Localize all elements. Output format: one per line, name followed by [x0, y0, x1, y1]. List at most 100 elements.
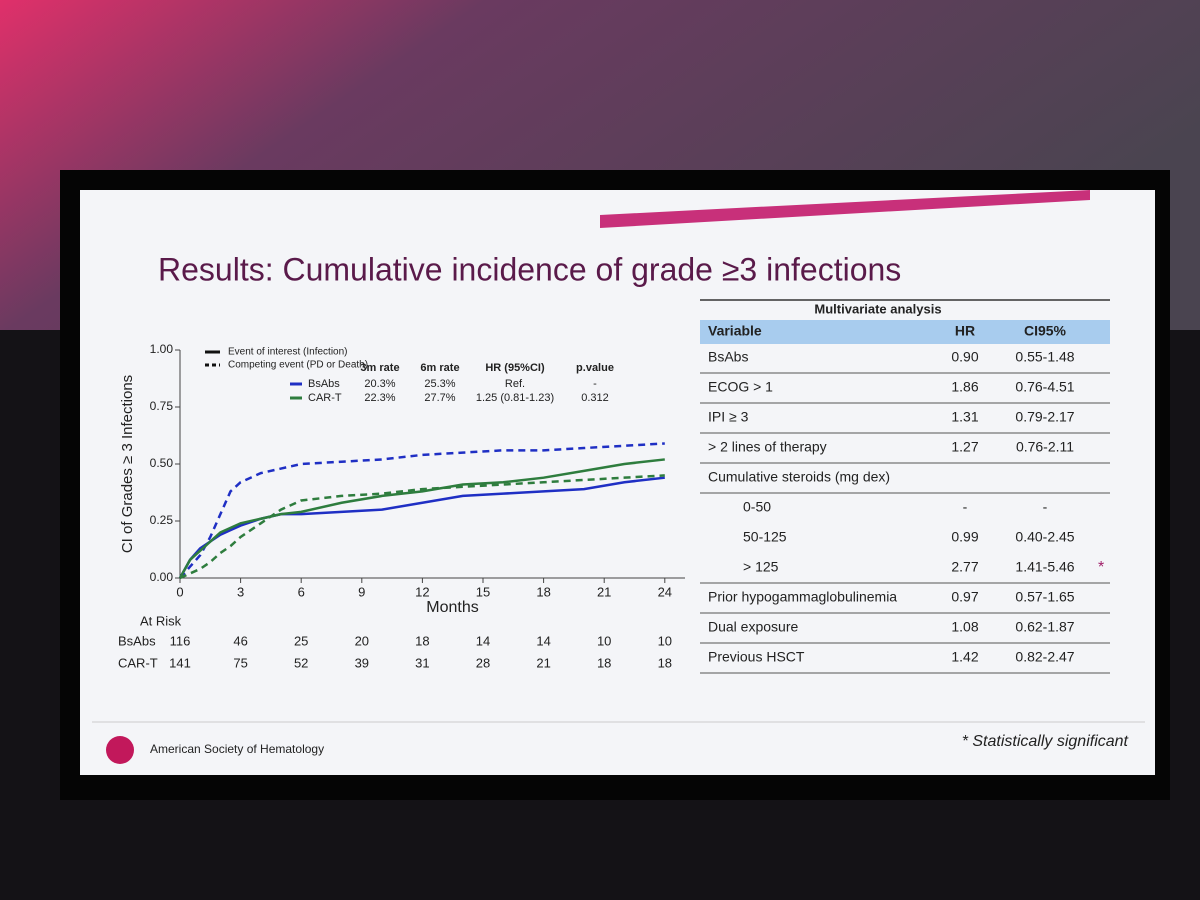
table-cell: Previous HSCT [708, 649, 805, 665]
at-risk-count: 18 [415, 633, 429, 648]
at-risk-count: 18 [658, 655, 672, 670]
y-tick-label: 0.75 [150, 399, 174, 413]
table-cell: 0.76-4.51 [1015, 379, 1074, 395]
legend-style-label: Competing event (PD or Death) [228, 360, 368, 371]
table-cell: 0.82-2.47 [1015, 649, 1074, 665]
table-cell: - [963, 499, 968, 515]
at-risk-count: 75 [233, 655, 247, 670]
table-cell: 2.77 [951, 559, 978, 575]
at-risk-count: 141 [169, 655, 191, 670]
x-axis-label: Months [426, 599, 478, 616]
table-cell: IPI ≥ 3 [708, 409, 749, 425]
at-risk-count: 20 [355, 633, 369, 648]
legend-style-label: Event of interest (Infection) [228, 347, 348, 358]
table-header-cell: HR [955, 323, 975, 339]
table-cell: Prior hypogammaglobulinemia [708, 589, 897, 605]
table-flag: * [1098, 559, 1104, 576]
table-cell: > 2 lines of therapy [708, 439, 827, 455]
table-cell: 0-50 [743, 499, 771, 515]
stats-cell: Ref. [505, 378, 525, 390]
footer-note: * Statistically significant [962, 733, 1129, 750]
at-risk-count: 18 [597, 655, 611, 670]
y-tick-label: 1.00 [150, 342, 174, 356]
at-risk-count: 28 [476, 655, 490, 670]
stats-header: 6m rate [420, 362, 459, 374]
at-risk-count: 116 [170, 633, 191, 648]
x-tick-label: 3 [237, 584, 244, 599]
stats-cell: - [593, 378, 597, 390]
x-tick-label: 12 [415, 584, 429, 599]
table-cell: 0.76-2.11 [1016, 439, 1074, 455]
y-axis-label: CI of Grades ≥ 3 Infections [119, 375, 136, 553]
at-risk-count: 21 [536, 655, 550, 670]
table-cell: 1.86 [951, 379, 978, 395]
table-cell: 1.27 [951, 439, 978, 455]
table-cell: 0.99 [951, 529, 978, 545]
legend-label: CAR-T [308, 392, 342, 404]
x-tick-label: 15 [476, 584, 490, 599]
x-tick-label: 9 [358, 584, 365, 599]
at-risk-count: 10 [658, 633, 672, 648]
table-cell: 0.40-2.45 [1015, 529, 1074, 545]
table-cell: 0.90 [951, 349, 978, 365]
x-tick-label: 24 [658, 584, 672, 599]
series-line [179, 474, 665, 580]
table-header-cell: CI95% [1024, 323, 1067, 339]
at-risk-label: At Risk [140, 613, 182, 628]
y-tick-label: 0.00 [150, 570, 174, 584]
table-title: Multivariate analysis [814, 301, 941, 316]
table-cell: Dual exposure [708, 619, 798, 635]
series-line [178, 458, 665, 579]
table-cell: 1.41-5.46 [1015, 559, 1074, 575]
logo [106, 736, 134, 764]
table-cell: ECOG > 1 [708, 379, 773, 395]
at-risk-count: 14 [476, 633, 490, 648]
table: Multivariate analysis Variable HR CI95% BsAb… [700, 299, 1110, 674]
legend-label: BsAbs [308, 378, 340, 390]
x-tick-label: 18 [536, 584, 550, 599]
stats-cell: 20.3% [364, 378, 395, 390]
table-cell: 0.79-2.17 [1015, 409, 1074, 425]
table-cell: 1.42 [951, 649, 978, 665]
at-risk-count: 52 [294, 655, 308, 670]
at-risk-name: CAR-T [118, 655, 158, 670]
series-line [179, 442, 665, 579]
stats-cell: 1.25 (0.81-1.23) [476, 392, 554, 404]
at-risk-count: 39 [355, 655, 369, 670]
slide-title: Results: Cumulative incidence of grade ≥… [158, 251, 901, 287]
at-risk-count: 31 [415, 655, 429, 670]
table-cell: 0.97 [951, 589, 978, 605]
table-cell: > 125 [743, 559, 779, 575]
x-tick-label: 21 [597, 584, 611, 599]
y-tick-label: 0.25 [150, 513, 174, 527]
table-cell: 1.08 [951, 619, 978, 635]
stats-header: p.value [576, 362, 614, 374]
stats-cell: 0.312 [581, 392, 609, 404]
table-cell: - [1043, 499, 1048, 515]
at-risk-name: BsAbs [118, 633, 156, 648]
at-risk-count: 10 [597, 633, 611, 648]
stats-header: HR (95%CI) [485, 362, 545, 374]
table-cell: Cumulative steroids (mg dex) [708, 469, 890, 485]
stats-cell: 22.3% [364, 392, 395, 404]
table-cell: 1.31 [951, 409, 978, 425]
stats-cell: 25.3% [424, 378, 455, 390]
table-cell: 50-125 [743, 529, 787, 545]
footer-org: American Society of Hematology [150, 742, 324, 756]
at-risk-count: 25 [294, 633, 308, 648]
stats-cell: 27.7% [424, 392, 455, 404]
table-cell: 0.57-1.65 [1015, 589, 1074, 605]
y-tick-label: 0.50 [150, 456, 174, 470]
at-risk-count: 14 [536, 633, 550, 648]
table-cell: BsAbs [708, 349, 748, 365]
slide-accent [600, 190, 1090, 228]
table-cell: 0.55-1.48 [1015, 349, 1074, 365]
x-tick-label: 0 [176, 584, 183, 599]
table-header-cell: Variable [708, 323, 762, 339]
x-tick-label: 6 [298, 584, 305, 599]
table-cell: 0.62-1.87 [1015, 619, 1074, 635]
at-risk-count: 46 [233, 633, 247, 648]
stats-header: 3m rate [360, 362, 399, 374]
